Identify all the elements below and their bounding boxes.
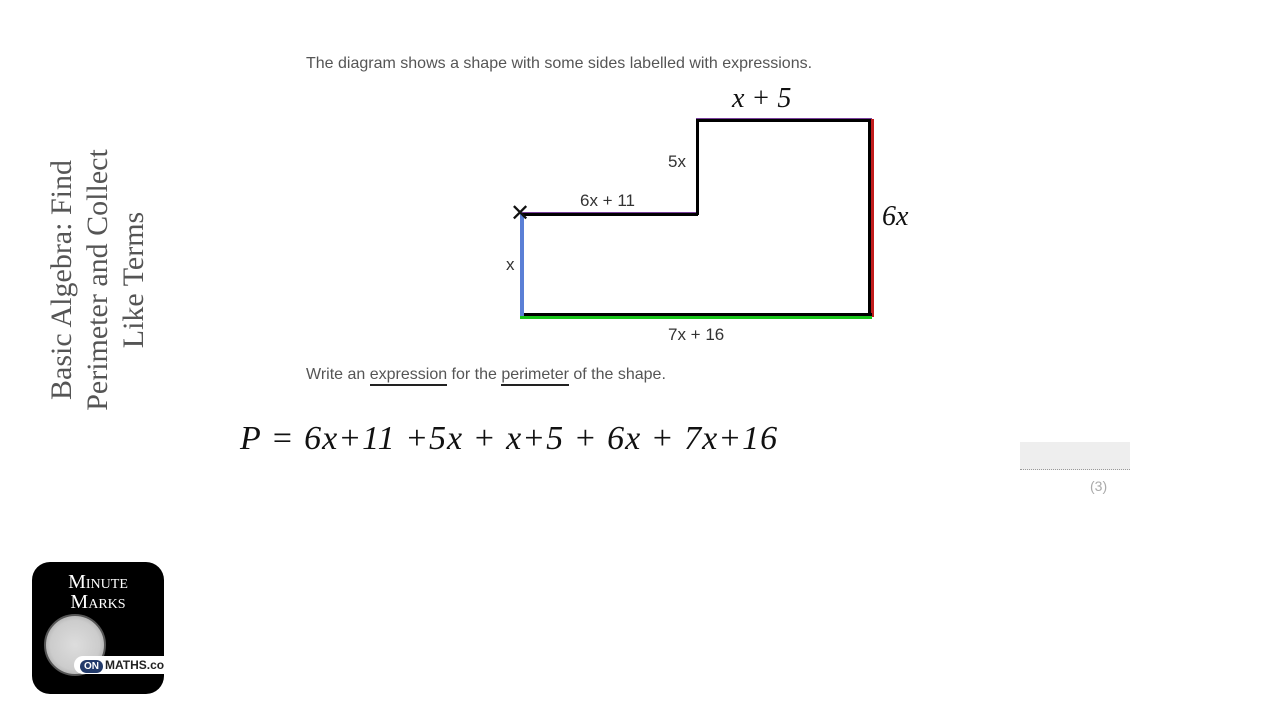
- title-line2: Perimeter and Collect: [81, 149, 114, 411]
- logo-badge-on: ON: [80, 660, 103, 673]
- edge-step-h: [522, 213, 698, 216]
- edge-step-v: [696, 119, 699, 215]
- sidebar-title-text: Basic Algebra: Find Perimeter and Collec…: [44, 149, 152, 411]
- marks-label: (3): [1090, 478, 1107, 494]
- perimeter-diagram: ✕ 6x + 11 5x x 7x + 16 x + 5 6x: [500, 85, 950, 345]
- hand-label-right: 6x: [882, 201, 908, 233]
- answer-input[interactable]: [1020, 442, 1130, 470]
- sidebar-title: Basic Algebra: Find Perimeter and Collec…: [28, 60, 168, 500]
- edge-top-right-black: [696, 119, 872, 122]
- logo-badge-rest: MATHS.com: [105, 658, 164, 672]
- cross-mark: ✕: [510, 199, 530, 228]
- hand-label-top: x + 5: [732, 83, 791, 115]
- label-bottom: 7x + 16: [668, 325, 724, 345]
- title-line3: Like Terms: [117, 212, 150, 348]
- edge-right-red: [871, 119, 874, 317]
- prompt-mid: for the: [447, 366, 501, 383]
- edge-right: [868, 119, 871, 317]
- edge-left-lower-blue: [520, 213, 524, 316]
- label-step-v: 5x: [668, 152, 686, 172]
- prompt-after: of the shape.: [569, 366, 666, 383]
- logo-line1: Minute: [68, 571, 128, 593]
- prompt-word2: perimeter: [501, 366, 569, 386]
- prompt-word1: expression: [370, 366, 447, 386]
- edge-bottom: [520, 313, 872, 316]
- title-line1: Basic Algebra: Find: [45, 160, 78, 400]
- logo-badge: ONMATHS.com: [74, 656, 164, 674]
- label-left-lower: x: [506, 255, 515, 275]
- logo-text: Minute Marks: [32, 562, 164, 612]
- question-intro: The diagram shows a shape with some side…: [306, 55, 812, 73]
- prompt-before: Write an: [306, 366, 370, 383]
- edge-bottom-green: [520, 316, 872, 319]
- label-step-h: 6x + 11: [580, 191, 635, 211]
- logo-minute-marks: Minute Marks ONMATHS.com: [32, 562, 164, 694]
- logo-line2: Marks: [70, 591, 125, 613]
- question-prompt: Write an expression for the perimeter of…: [306, 366, 666, 384]
- handwritten-working: P = 6x+11 +5x + x+5 + 6x + 7x+16: [240, 420, 778, 458]
